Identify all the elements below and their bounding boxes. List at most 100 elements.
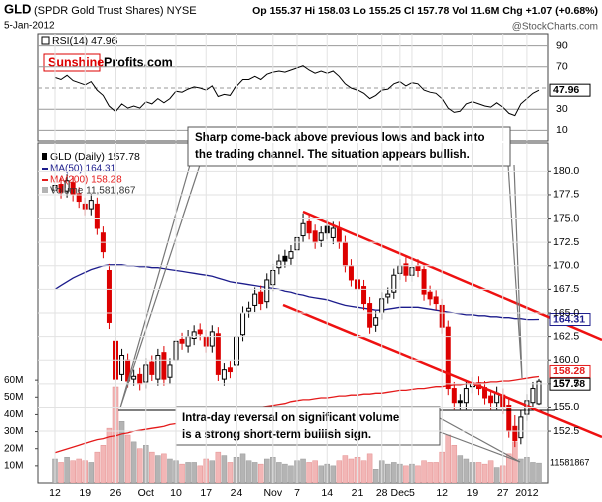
volume-bar bbox=[433, 462, 439, 483]
candle-body bbox=[391, 274, 397, 293]
y-tick-label: 155.0 bbox=[553, 401, 579, 413]
candle-body bbox=[518, 416, 524, 439]
candle-body bbox=[451, 388, 457, 404]
candle-body bbox=[76, 193, 82, 203]
logo-part1: Sunshine bbox=[48, 55, 104, 69]
volume-last: 11581867 bbox=[550, 458, 589, 468]
logo-part2: Profits.com bbox=[104, 55, 173, 69]
annotation-layer: Sharp come-back above previous lows and … bbox=[42, 126, 602, 468]
volume-bar bbox=[487, 460, 494, 483]
candle-body bbox=[209, 331, 215, 347]
watermark: @StockCharts.com bbox=[512, 22, 598, 33]
volume-bar bbox=[427, 462, 433, 483]
volume-bar bbox=[155, 455, 161, 483]
candle-body bbox=[185, 336, 191, 347]
x-tick-label: 10 bbox=[170, 487, 182, 499]
volume-bar bbox=[161, 453, 167, 483]
candle-body bbox=[276, 260, 282, 269]
volume-tick-label: 20M bbox=[4, 443, 23, 454]
volume-bar bbox=[306, 462, 312, 483]
ma200-last-box bbox=[549, 364, 591, 378]
volume-bar bbox=[475, 462, 482, 483]
volume-bar bbox=[264, 458, 270, 483]
volume-tick-label: 10M bbox=[4, 460, 23, 471]
legend-swatch bbox=[42, 153, 47, 160]
volume-bar bbox=[318, 465, 324, 483]
y-tick-label: 167.5 bbox=[553, 283, 579, 295]
rsi-last-box bbox=[549, 83, 591, 97]
candle-body bbox=[161, 352, 167, 380]
volume-bar bbox=[276, 462, 282, 483]
volume-tick-label: 40M bbox=[4, 409, 23, 420]
y-tick-label: 157.5 bbox=[553, 378, 579, 390]
volume-bar bbox=[312, 460, 318, 483]
volume-bar bbox=[239, 453, 246, 483]
volume-bar bbox=[130, 441, 137, 483]
volume-bar bbox=[167, 458, 173, 483]
candle-body bbox=[94, 203, 100, 229]
candle-body bbox=[58, 184, 64, 193]
candle-body bbox=[264, 279, 270, 303]
legend-label: MA(50) 164.31 bbox=[50, 164, 117, 175]
symbol: GLD bbox=[4, 1, 31, 16]
volume-bar bbox=[536, 462, 542, 483]
candle-body bbox=[530, 388, 536, 404]
volume-bar bbox=[215, 451, 222, 483]
candle-body bbox=[149, 361, 155, 375]
candle-body bbox=[361, 286, 367, 305]
callout-pointer bbox=[119, 164, 201, 409]
volume-bar bbox=[118, 421, 125, 483]
legend-label: Volume 11,581,867 bbox=[50, 186, 136, 197]
volume-bar bbox=[493, 467, 500, 483]
candle-body bbox=[282, 255, 288, 262]
legend-swatch bbox=[42, 187, 48, 193]
callout-text: Sharp come-back above previous lows and … bbox=[195, 132, 485, 144]
ma50-last-box bbox=[549, 313, 591, 327]
candle-body bbox=[106, 270, 112, 323]
legend-label: GLD (Daily) 157.78 bbox=[50, 151, 140, 163]
candle-body bbox=[433, 296, 439, 305]
x-tick-label: 7 bbox=[294, 487, 300, 499]
volume-bar bbox=[360, 460, 367, 483]
candle-body bbox=[119, 355, 125, 375]
x-tick-label: 28 bbox=[376, 487, 388, 499]
volume-bar bbox=[512, 441, 518, 483]
candle-body bbox=[252, 293, 258, 306]
callout-text: Intra-day reversal on significant volume bbox=[182, 412, 399, 424]
y-tick-label: 172.5 bbox=[553, 236, 579, 248]
y-tick-label: 180.0 bbox=[553, 165, 579, 177]
volume-bar bbox=[385, 463, 391, 483]
candle-body bbox=[300, 222, 306, 237]
volume-bar bbox=[106, 427, 113, 483]
volume-bar bbox=[372, 469, 379, 483]
candle-body bbox=[312, 230, 318, 243]
candle-body bbox=[221, 369, 227, 380]
volume-bar bbox=[76, 458, 82, 483]
volume-bar bbox=[391, 462, 397, 483]
volume-bar bbox=[421, 460, 427, 483]
candle-body bbox=[506, 405, 512, 432]
volume-tick-label: 50M bbox=[4, 392, 23, 403]
y-tick-label: 152.5 bbox=[553, 425, 579, 437]
volume-bar bbox=[445, 434, 451, 483]
volume-bar bbox=[94, 451, 101, 483]
volume-bar bbox=[282, 463, 288, 483]
x-tick-label: 24 bbox=[231, 487, 243, 499]
x-tick-label: 17 bbox=[200, 487, 212, 499]
volume-bar bbox=[336, 460, 343, 483]
y-tick-label: 170.0 bbox=[553, 260, 579, 272]
volume-bar bbox=[100, 445, 107, 483]
volume-bar bbox=[457, 455, 464, 483]
volume-bar bbox=[70, 460, 76, 483]
volume-bar bbox=[191, 462, 197, 483]
quote: Op 155.37 Hi 158.03 Lo 155.25 Cl 157.78 … bbox=[252, 5, 598, 17]
x-tick-label: Dec bbox=[391, 487, 410, 499]
volume-bar bbox=[288, 465, 294, 483]
volume-bar bbox=[506, 453, 512, 483]
volume-bar bbox=[330, 465, 337, 483]
volume-bar bbox=[88, 462, 95, 483]
volume-bar bbox=[257, 463, 264, 483]
volume-bar bbox=[221, 455, 228, 483]
